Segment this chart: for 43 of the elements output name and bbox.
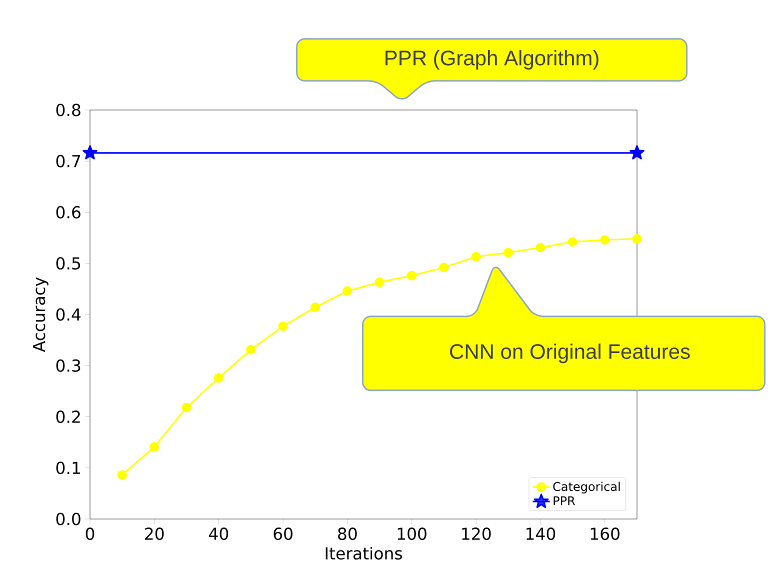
text: PPR (Graph Algorithm) — [386, 50, 598, 70]
point — [536, 242, 546, 252]
x-tick-label: 120 — [462, 528, 491, 540]
x-tick-label: 0 — [86, 528, 94, 540]
point — [471, 252, 481, 262]
y-tick-label: 0.8 — [56, 104, 80, 116]
point — [600, 235, 610, 245]
y-tick-label: 0.7 — [56, 154, 80, 168]
x-tick-label: 140 — [526, 528, 556, 540]
point — [406, 270, 417, 280]
point — [632, 234, 642, 244]
point — [278, 321, 288, 332]
x-tick-label: 40 — [209, 528, 228, 540]
x-tick-label: 160 — [590, 528, 620, 540]
point — [310, 302, 320, 312]
y-tick-label: 0.4 — [56, 308, 81, 321]
y-tick-label: 0.0 — [56, 512, 80, 526]
x-tick-label: 100 — [398, 528, 426, 540]
point — [504, 248, 514, 258]
point — [439, 262, 449, 272]
point — [214, 373, 224, 383]
point — [342, 286, 352, 296]
point — [374, 277, 384, 288]
y-tick-label: 0.3 — [56, 359, 80, 372]
y-tick-label: 0.2 — [56, 410, 80, 423]
legend-label: Categorical — [553, 482, 620, 494]
point — [182, 402, 192, 412]
x-tick-label: 80 — [338, 528, 357, 540]
y-tick-label: 0.1 — [56, 462, 80, 474]
y-tick-label: 0.5 — [56, 257, 80, 270]
legend-label: PPR — [554, 496, 576, 506]
x-tick-label: 20 — [145, 528, 164, 540]
point — [246, 344, 256, 355]
point — [82, 145, 98, 160]
point — [630, 145, 644, 160]
annotation: CNN on Original Features — [450, 344, 690, 364]
x-axis-title: Iterations — [326, 546, 402, 560]
x-tick-label: 60 — [274, 528, 292, 540]
y-tick-label: 0.6 — [56, 206, 80, 218]
point — [150, 442, 160, 452]
y-axis-title: Accuracy — [32, 277, 48, 352]
point — [117, 470, 127, 480]
point — [568, 237, 578, 247]
